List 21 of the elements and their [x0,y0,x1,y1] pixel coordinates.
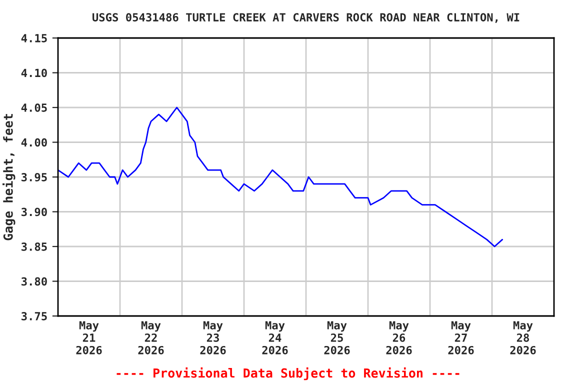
y-axis-title: Gage height, feet [2,114,16,240]
y-tick-label: 4.00 [21,138,47,147]
x-tick-label: May 24 2026 [262,321,288,354]
x-tick-label: May 28 2026 [510,321,536,354]
x-tick-label: May 27 2026 [448,321,474,354]
x-tick-label: May 22 2026 [138,321,164,354]
chart-title: USGS 05431486 TURTLE CREEK AT CARVERS ROCK ROAD NEAR CLINTON, WI [92,13,520,23]
x-tick-label: May 26 2026 [386,321,412,354]
x-tick-label: May 23 2026 [200,321,226,354]
y-tick-label: 3.80 [22,277,47,286]
y-tick-label: 3.85 [22,242,47,251]
y-tick-label: 4.05 [21,103,47,112]
y-tick-label: 3.90 [22,208,47,216]
x-tick-label: May 25 2026 [324,321,350,354]
y-tick-label: 4.15 [21,34,47,42]
y-tick-label: 3.95 [22,172,47,182]
y-tick-label: 4.10 [21,68,47,78]
text: ---- Provisional Data Subject to Revision ---- [116,367,460,380]
x-tick-label: May 21 2026 [76,321,102,354]
line-series [58,106,504,248]
y-tick-label: 3.75 [22,312,47,320]
